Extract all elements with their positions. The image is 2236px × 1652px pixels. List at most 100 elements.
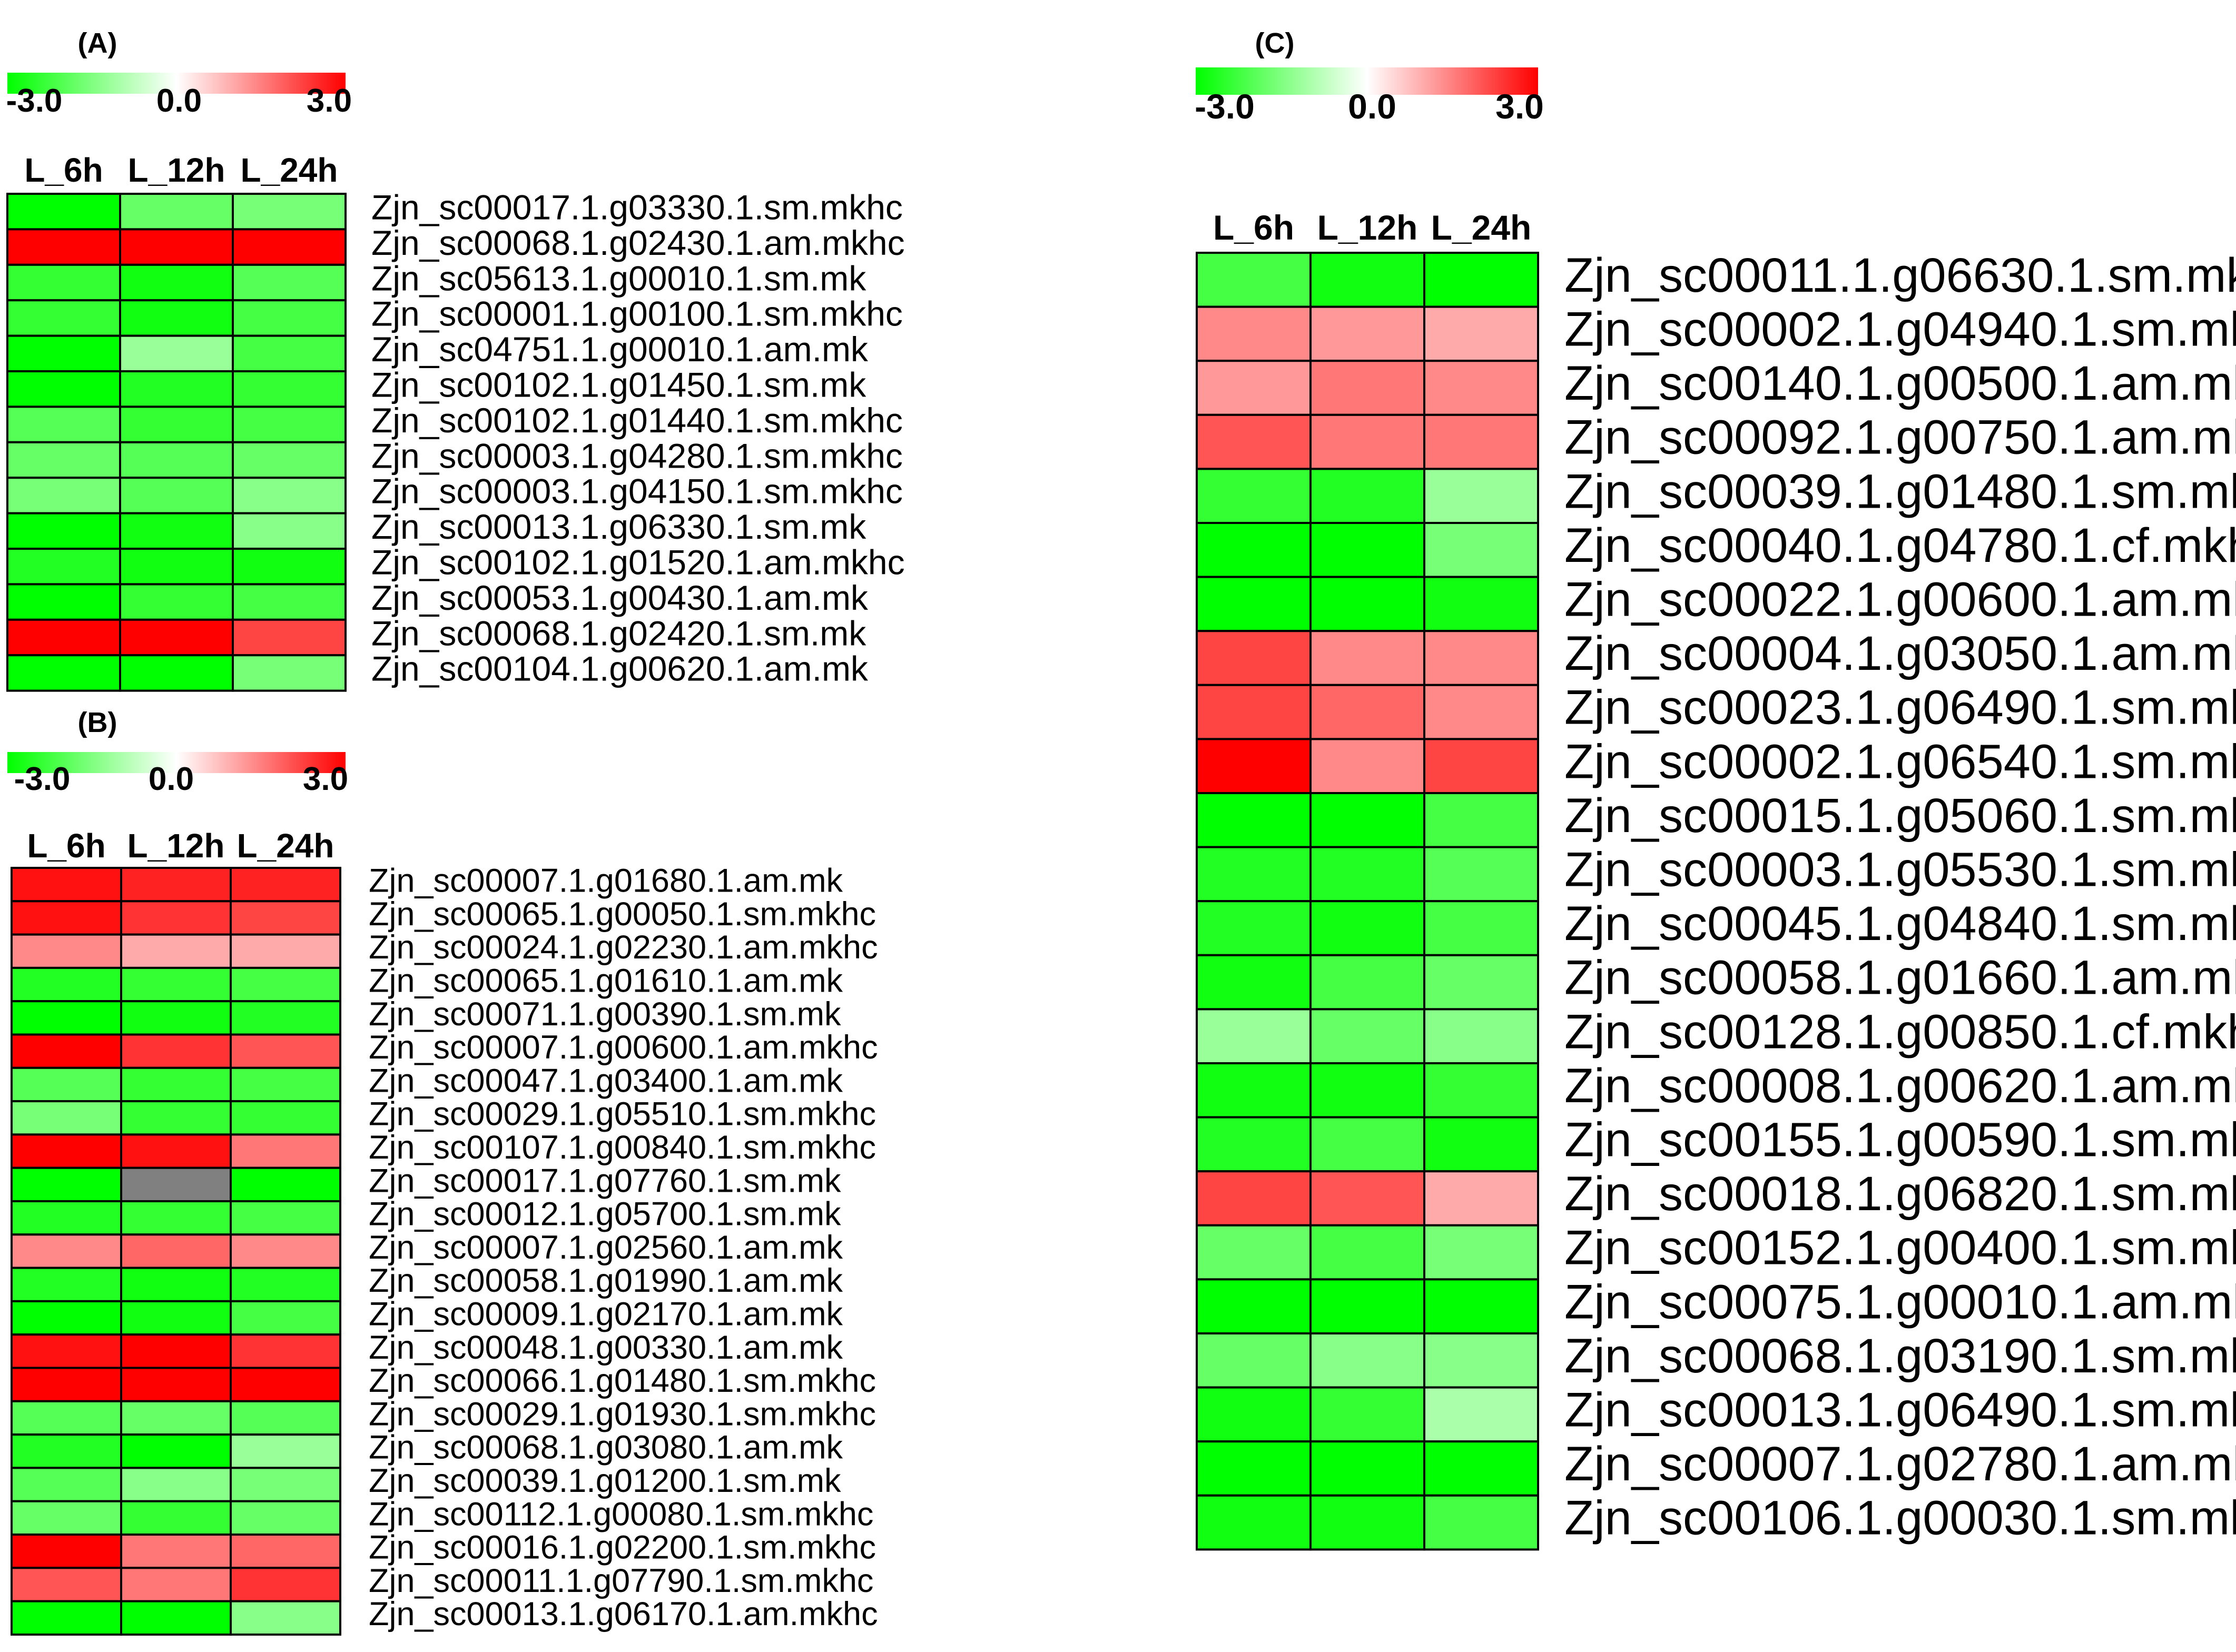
heatmap-cell: [119, 477, 234, 515]
heatmap-cell: [1196, 360, 1312, 416]
row-label: Zjn_sc00140.1.g00500.1.am.mkhc: [1564, 357, 2236, 410]
panel-label: (C): [1255, 27, 1295, 59]
row-label: Zjn_sc00048.1.g00330.1.am.mk: [369, 1329, 843, 1366]
row-label: Zjn_sc00016.1.g02200.1.sm.mkhc: [369, 1529, 876, 1566]
heatmap-cell: [6, 334, 121, 372]
heatmap-cell: [1196, 1116, 1312, 1173]
heatmap-cell: [1309, 1008, 1425, 1065]
heatmap-cell: [119, 193, 234, 231]
row-label: Zjn_sc00068.1.g02420.1.sm.mk: [371, 614, 866, 652]
heatmap-cell: [230, 1267, 341, 1302]
row-label: Zjn_sc00023.1.g06490.1.sm.mkhc: [1564, 681, 2236, 735]
heatmap-cell: [230, 1367, 341, 1402]
row-label: Zjn_sc00003.1.g04150.1.sm.mkhc: [371, 472, 903, 511]
heatmap-cell: [1423, 846, 1539, 903]
row-label: Zjn_sc00011.1.g06630.1.sm.mk: [1564, 249, 2236, 302]
heatmap-cell: [120, 1300, 232, 1336]
heatmap-cell: [1196, 1008, 1312, 1065]
heatmap-cell: [6, 405, 121, 443]
heatmap-cell: [120, 1467, 232, 1502]
row-label: Zjn_sc00106.1.g00030.1.sm.mkhc: [1564, 1491, 2236, 1545]
heatmap-cell: [1309, 900, 1425, 956]
heatmap-cell: [6, 370, 121, 408]
heatmap-cell: [6, 477, 121, 515]
heatmap-cell: [1309, 1494, 1425, 1551]
heatmap-cell: [230, 1166, 341, 1202]
heatmap-cell: [120, 1433, 232, 1469]
heatmap-cell: [1309, 576, 1425, 632]
heatmap-cell: [6, 228, 121, 266]
heatmap-cell: [1309, 1170, 1425, 1226]
heatmap-cell: [232, 405, 347, 443]
heatmap-cell: [1196, 846, 1312, 903]
heatmap-cell: [11, 1166, 122, 1202]
heatmap-cell: [1196, 792, 1312, 848]
heatmap-cell: [230, 1033, 341, 1069]
row-label: Zjn_sc00068.1.g02430.1.am.mkhc: [371, 223, 905, 262]
color-scale-label: 0.0: [1348, 87, 1396, 126]
heatmap-cell: [11, 900, 122, 936]
heatmap-cell: [1423, 1332, 1539, 1389]
heatmap-cell: [1196, 1170, 1312, 1226]
heatmap-cell: [230, 1400, 341, 1436]
heatmap-cell: [1309, 792, 1425, 848]
heatmap-cell: [232, 512, 347, 550]
row-label: Zjn_sc00007.1.g02780.1.am.mk: [1564, 1437, 2236, 1491]
heatmap-cell: [11, 1000, 122, 1036]
heatmap-cell: [1196, 630, 1312, 686]
heatmap-cell: [1309, 1332, 1425, 1389]
heatmap-cell: [1423, 1170, 1539, 1226]
row-label: Zjn_sc00065.1.g01610.1.am.mk: [369, 962, 843, 999]
heatmap-cell: [119, 405, 234, 443]
heatmap-cell: [119, 512, 234, 550]
heatmap-cell: [230, 1300, 341, 1336]
heatmap-cell: [6, 512, 121, 550]
row-label: Zjn_sc00009.1.g02170.1.am.mk: [369, 1295, 843, 1332]
row-label: Zjn_sc00092.1.g00750.1.am.mkhc: [1564, 411, 2236, 464]
heatmap-cell: [1423, 576, 1539, 632]
heatmap-cell: [1423, 468, 1539, 525]
row-label: Zjn_sc00015.1.g05060.1.sm.mkhc: [1564, 789, 2236, 843]
heatmap-cell: [6, 441, 121, 479]
row-label: Zjn_sc00068.1.g03080.1.am.mk: [369, 1429, 843, 1466]
heatmap-cell: [120, 1166, 232, 1202]
heatmap-cell: [11, 1333, 122, 1369]
heatmap-cell: [232, 618, 347, 657]
heatmap-cell: [6, 548, 121, 586]
row-label: Zjn_sc00071.1.g00390.1.sm.mk: [369, 996, 841, 1033]
row-label: Zjn_sc00047.1.g03400.1.am.mk: [369, 1062, 843, 1099]
row-label: Zjn_sc00065.1.g00050.1.sm.mkhc: [369, 896, 876, 933]
heatmap-cell: [1196, 738, 1312, 795]
heatmap-cell: [120, 1534, 232, 1569]
heatmap-cell: [1196, 522, 1312, 578]
heatmap-cell: [120, 1333, 232, 1369]
heatmap-cell: [1196, 252, 1312, 308]
heatmap-cell: [232, 654, 347, 692]
heatmap-cell: [1196, 1278, 1312, 1334]
heatmap-cell: [230, 1000, 341, 1036]
heatmap-cell: [230, 966, 341, 1003]
heatmap-cell: [1309, 1440, 1425, 1497]
column-header: L_12h: [128, 151, 225, 189]
heatmap-cell: [1309, 305, 1425, 362]
heatmap-cell: [232, 441, 347, 479]
row-label: Zjn_sc05613.1.g00010.1.sm.mk: [371, 259, 866, 298]
heatmap-cell: [11, 1233, 122, 1269]
heatmap-cell: [232, 228, 347, 266]
heatmap-cell: [230, 1100, 341, 1136]
heatmap-panel-a: (A) -3.0 0.0 3.0 L_6h L_12h L_24h Zjn_sc00017.1…: [6, 27, 905, 692]
heatmap-cell: [232, 583, 347, 621]
color-scale-label: 0.0: [156, 83, 202, 119]
heatmap-cell: [1309, 413, 1425, 470]
color-scale-label: -3.0: [14, 761, 71, 797]
heatmap-cell: [6, 263, 121, 302]
heatmap-cell: [232, 299, 347, 337]
color-scale-label: -3.0: [1195, 87, 1255, 126]
row-label: Zjn_sc00102.1.g01450.1.sm.mk: [371, 365, 866, 404]
heatmap-cell: [1423, 792, 1539, 848]
heatmap-cell: [1196, 900, 1312, 956]
row-label: Zjn_sc00066.1.g01480.1.sm.mkhc: [369, 1362, 876, 1399]
heatmap-cell: [11, 1500, 122, 1536]
heatmap-cell: [119, 299, 234, 337]
